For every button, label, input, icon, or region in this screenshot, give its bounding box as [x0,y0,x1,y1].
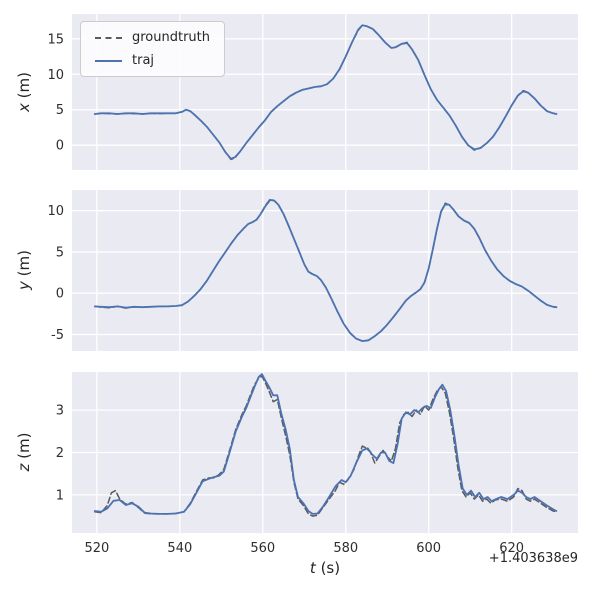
x-tick-label: 540 [167,541,192,556]
x-tick-label: 560 [250,541,275,556]
x-axis-label: t (s) [310,559,340,577]
axes-background [72,190,578,351]
y-tick-label: 15 [47,32,64,47]
y-axis-label-z-var: z [15,463,33,472]
traj-line-sample-icon [95,59,122,62]
y-tick-label: 0 [56,139,64,154]
series-traj-line [93,24,558,160]
y-tick-label: 2 [56,446,64,461]
y-tick-label: -5 [51,328,64,343]
legend-label-traj: traj [132,53,155,68]
legend-label-groundtruth: groundtruth [132,30,211,45]
series-traj-line [93,373,558,515]
series-traj-line [93,198,558,343]
y-axis-label-y: y (m) [15,250,33,290]
y-tick-label: 0 [56,287,64,302]
legend-entry-groundtruth: groundtruth [95,31,210,44]
y-tick-label: 10 [47,204,64,219]
x-tick-label: 620 [499,541,524,556]
x-axis-label-unit: (s) [315,559,341,577]
y-axis-label-y-var: y [15,281,33,290]
y-axis-label-z: z (m) [15,433,33,472]
groundtruth-line-sample-icon [95,36,122,39]
y-axis-label-x: x (m) [15,72,33,112]
y-tick-label: 10 [47,68,64,83]
y-tick-label: 5 [56,103,64,118]
y-axis-label-z-unit: (m) [15,432,33,464]
x-axis-offset-text: +1.403638e9 [488,551,578,566]
x-tick-label: 580 [333,541,358,556]
subplot-z: 1 2 3 520 540 560 580 600 620 [56,372,578,556]
y-tick-label: 3 [56,404,64,419]
y-tick-label: 1 [56,488,64,503]
x-axis-label-var: t [309,559,316,577]
legend-entry-traj: traj [95,54,210,67]
y-axis-label-y-unit: (m) [15,250,33,282]
x-tick-label: 520 [84,541,109,556]
y-axis-label-x-unit: (m) [15,72,33,104]
subplot-y: -5 0 5 10 [47,190,578,351]
y-axis-label-x-var: x [15,103,33,112]
legend: groundtruth traj [80,21,226,77]
x-tick-label: 600 [416,541,441,556]
y-tick-label: 5 [56,245,64,260]
